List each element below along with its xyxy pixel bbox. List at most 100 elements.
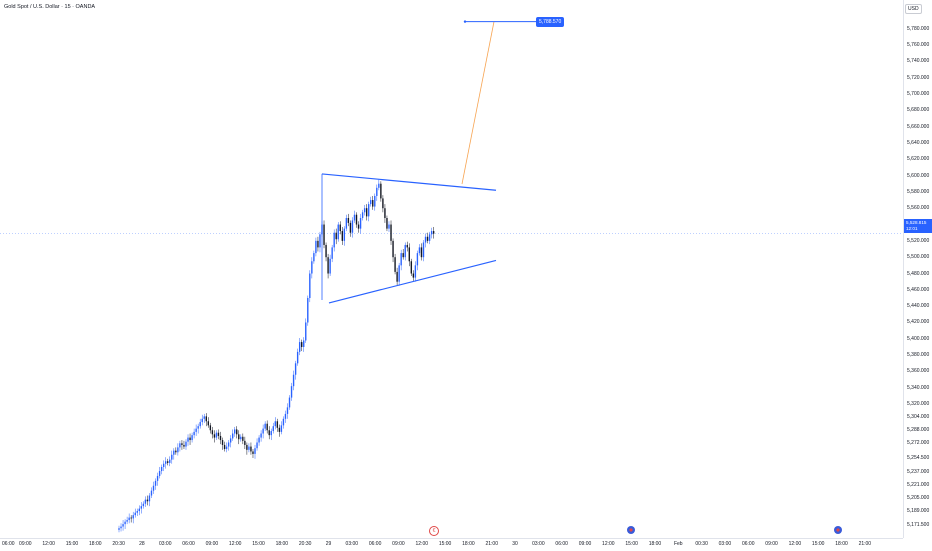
candle-body — [424, 236, 427, 243]
time-tick-label: 03:00 — [345, 541, 359, 547]
time-tick-label: 20:30 — [112, 541, 125, 547]
candle-body — [351, 220, 354, 233]
price-tick-label: 5,304.000 — [907, 414, 930, 421]
candle-body — [278, 427, 281, 432]
time-tick-label: 12:00 — [228, 541, 242, 547]
candle-body — [286, 407, 289, 414]
candle-body — [185, 441, 187, 447]
symbol-title[interactable]: Gold Spot / U.S. Dollar · 15 · OANDA — [4, 4, 96, 10]
candle-body — [171, 454, 173, 460]
candle-body — [404, 244, 406, 258]
time-tick-label: 30 — [512, 541, 518, 547]
time-tick-label: 06:00 — [555, 541, 568, 547]
candle-body — [353, 214, 356, 221]
candle-body — [217, 432, 220, 436]
candle-body — [256, 442, 258, 449]
candle-body — [231, 433, 234, 439]
candle-body — [335, 232, 337, 240]
time-tick-label: 21:00 — [485, 541, 498, 547]
candle-body — [301, 342, 303, 347]
price-tick-label: 5,254.500 — [907, 454, 930, 461]
candle-body — [266, 423, 268, 431]
candle-body — [183, 444, 185, 447]
candle-body — [296, 351, 299, 364]
candle-body — [128, 517, 130, 521]
time-tick-label: 15:00 — [438, 541, 452, 547]
candle-body — [339, 224, 341, 232]
time-tick-label: 18:00 — [835, 541, 848, 547]
candle-body — [252, 451, 254, 454]
candle-body — [270, 431, 272, 436]
candle-body — [150, 490, 153, 496]
time-tick-label: 12:00 — [42, 541, 55, 547]
candle-body — [167, 461, 169, 463]
candle-body — [382, 198, 384, 209]
candle-body — [292, 374, 295, 387]
candle-body — [197, 426, 199, 429]
candle-body — [331, 247, 333, 259]
price-tick-label: 5,760.000 — [907, 41, 930, 48]
candle-body — [136, 511, 138, 513]
candle-body — [144, 499, 147, 504]
time-tick-label: 09:00 — [765, 541, 778, 547]
candle-body — [402, 253, 404, 258]
price-tick-label: 5,620.000 — [907, 156, 930, 163]
candle-body — [120, 526, 122, 529]
bar-countdown: 12:01 — [906, 226, 918, 231]
time-tick-label: 18:00 — [89, 541, 102, 547]
price-tick-label: 5,700.000 — [907, 90, 930, 97]
chart-canvas[interactable] — [0, 0, 903, 538]
price-axis[interactable]: 5,780.000 5,760.000 5,740.000 5,720.000 5,70… — [903, 0, 932, 538]
candle-body — [272, 426, 274, 432]
candle-body — [201, 418, 203, 423]
candle-body — [276, 421, 279, 428]
time-tick-label: 03:00 — [532, 541, 545, 547]
time-tick-label: 18:00 — [462, 541, 475, 547]
currency-button[interactable]: USD — [905, 4, 922, 14]
candle-body — [416, 253, 419, 266]
candle-body — [384, 208, 386, 219]
candle-body — [262, 428, 264, 434]
target-price-label[interactable]: 5,788.570 — [536, 16, 565, 27]
price-chart[interactable] — [0, 0, 903, 538]
candle-body — [412, 273, 415, 278]
candle-body — [337, 224, 339, 240]
triangle-lower-line — [328, 259, 497, 304]
candle-body — [199, 422, 201, 427]
price-tick-label: 5,660.000 — [907, 123, 930, 130]
candle-body — [380, 183, 382, 199]
candle-body — [333, 232, 335, 248]
candle-body — [213, 434, 216, 438]
time-tick-label: 15:00 — [625, 541, 638, 547]
price-tick-label: 5,640.000 — [907, 139, 930, 146]
candle-body — [193, 431, 195, 436]
candle-body — [173, 450, 175, 455]
candle-body — [376, 187, 378, 196]
candle-body — [268, 430, 270, 436]
us-flag-icon[interactable] — [627, 526, 635, 534]
candle-body — [254, 448, 256, 454]
time-axis[interactable]: 06:00 09:00 12:00 15:00 18:00 20:30 28 03:00 06:… — [0, 538, 903, 551]
us-flag-icon[interactable] — [834, 526, 842, 534]
price-tick-label: 5,320.000 — [907, 401, 930, 408]
candle-body — [175, 450, 177, 453]
candle-body — [327, 257, 329, 274]
current-price-value: 5,528.815 — [906, 220, 927, 225]
price-tick-label: 5,420.000 — [907, 319, 930, 326]
candle-body — [284, 413, 287, 419]
candle-body — [130, 517, 132, 519]
candle-body — [315, 240, 317, 254]
price-tick-label: 5,272.000 — [907, 440, 930, 447]
time-tick-label: 28 — [139, 541, 145, 547]
candle-body — [221, 440, 224, 445]
time-tick-label: 09:00 — [205, 541, 219, 547]
candle-body — [205, 416, 207, 422]
candle-body — [396, 271, 398, 282]
candle-body — [313, 253, 315, 262]
candle-body — [414, 265, 417, 278]
time-tick-label: 18:00 — [648, 541, 662, 547]
candle-body — [152, 485, 155, 491]
time-tick-label: 09:00 — [578, 541, 592, 547]
earnings-icon[interactable]: € — [429, 526, 439, 536]
candle-body — [179, 443, 181, 448]
